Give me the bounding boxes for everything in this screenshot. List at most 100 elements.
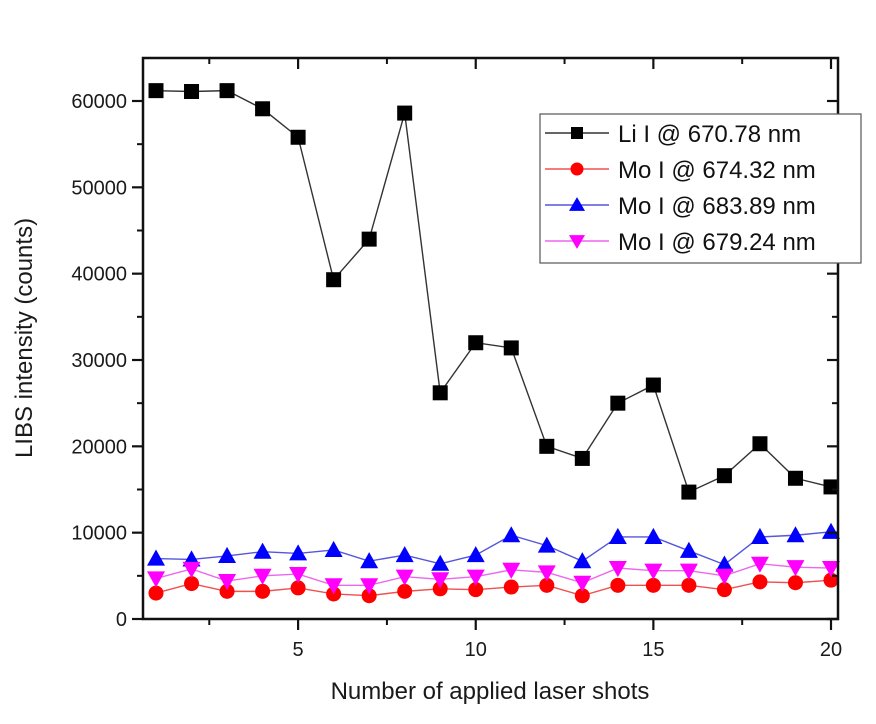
marker-triangle-down [644, 563, 663, 580]
marker-triangle-up [289, 544, 308, 561]
marker-square [645, 377, 661, 393]
marker-triangle-down [750, 556, 769, 573]
marker-triangle-up [218, 546, 237, 564]
marker-circle [610, 577, 626, 593]
legend-item: Li I @ 670.78 nm [545, 121, 801, 148]
marker-circle [716, 582, 732, 598]
marker-circle [361, 588, 377, 604]
ticks-layer: 0 10000 20000 30000 40000 50000 60000 5 10 15 20 [71, 58, 842, 661]
marker-triangle-down [679, 563, 698, 580]
x-axis-title: Number of applied laser shots [331, 678, 650, 705]
y-tick-label: 40000 [71, 264, 127, 286]
marker-triangle-down [324, 578, 343, 595]
marker-triangle-down [569, 235, 585, 249]
marker-square [326, 272, 342, 288]
marker-square [361, 231, 377, 247]
marker-circle [503, 579, 519, 595]
marker-triangle-down [395, 569, 414, 586]
legend-label: Mo I @ 679.24 nm [618, 229, 816, 256]
marker-square [468, 335, 484, 351]
marker-circle [787, 575, 803, 591]
x-tick-label: 20 [820, 639, 842, 661]
marker-circle [570, 162, 584, 176]
marker-square [574, 450, 590, 466]
marker-triangle-down [289, 567, 308, 584]
marker-triangle-down [147, 571, 165, 588]
marker-square [681, 484, 697, 500]
marker-triangle-down [431, 572, 450, 589]
marker-circle [539, 577, 555, 593]
marker-circle [681, 577, 697, 593]
y-tick-label: 50000 [71, 177, 127, 199]
marker-triangle-up [644, 527, 663, 545]
marker-circle [148, 585, 164, 601]
y-tick-label: 30000 [71, 350, 127, 372]
marker-triangle-down [608, 561, 627, 578]
marker-square [397, 105, 413, 121]
marker-triangle-down [822, 561, 840, 578]
marker-triangle-down [466, 569, 485, 586]
legend-item: Mo I @ 679.24 nm [545, 229, 816, 256]
marker-triangle-up [324, 540, 343, 557]
marker-triangle-up [147, 549, 165, 566]
y-tick-label: 10000 [71, 523, 127, 545]
marker-triangle-down [715, 568, 734, 585]
marker-triangle-up [569, 197, 585, 211]
series-1 [148, 83, 839, 500]
legend-label: Li I @ 670.78 nm [618, 121, 801, 148]
marker-circle [432, 581, 448, 597]
x-tick-label: 10 [465, 639, 487, 661]
y-tick-label: 0 [116, 609, 127, 631]
marker-triangle-up [715, 555, 734, 572]
marker-triangle-up [786, 526, 805, 543]
marker-triangle-up [573, 552, 592, 569]
marker-circle [184, 576, 200, 592]
marker-triangle-up [537, 536, 556, 553]
y-axis-title: LIBS intensity (counts) [11, 218, 38, 458]
x-tick-label: 15 [642, 639, 664, 661]
marker-triangle-up [750, 527, 769, 545]
marker-square [571, 127, 583, 139]
x-tick-label: 5 [293, 639, 304, 661]
marker-square [255, 101, 271, 117]
marker-triangle-up [608, 527, 627, 545]
marker-triangle-down [360, 578, 379, 595]
marker-square [610, 395, 626, 411]
y-tick-label: 20000 [71, 436, 127, 458]
marker-circle [219, 583, 235, 599]
marker-square [148, 83, 164, 99]
series-line [155, 563, 832, 587]
series-4 [147, 556, 840, 595]
marker-triangle-down [253, 568, 272, 585]
legend-item: Mo I @ 674.32 nm [545, 157, 816, 184]
marker-square [787, 470, 803, 486]
marker-triangle-down [502, 562, 521, 579]
marker-circle [574, 588, 590, 604]
marker-square [716, 468, 732, 484]
marker-triangle-down [786, 560, 805, 577]
marker-square [219, 83, 235, 99]
series-layer [147, 83, 840, 604]
marker-triangle-up [431, 554, 450, 571]
plot-frame [141, 56, 840, 621]
marker-circle [752, 574, 768, 590]
marker-triangle-up [822, 522, 840, 539]
marker-triangle-down [537, 565, 556, 582]
series-2 [148, 572, 839, 604]
marker-triangle-down [573, 575, 592, 592]
marker-triangle-up [253, 542, 272, 559]
marker-square [539, 438, 555, 454]
marker-triangle-down [218, 573, 237, 591]
marker-circle [645, 577, 661, 593]
marker-triangle-up [360, 552, 379, 569]
series-line [155, 531, 832, 566]
legend-items: Li I @ 670.78 nm Mo I @ 674.32 nm Mo I @ 6… [545, 121, 816, 256]
legend: Li I @ 670.78 nm Mo I @ 674.32 nm Mo I @ 6… [539, 113, 862, 264]
marker-circle [468, 582, 484, 598]
marker-triangle-up [502, 526, 521, 543]
marker-triangle-down [182, 561, 201, 578]
y-tick-label: 60000 [71, 91, 127, 113]
marker-circle [255, 583, 271, 599]
marker-square [823, 479, 839, 495]
marker-triangle-up [679, 541, 698, 558]
